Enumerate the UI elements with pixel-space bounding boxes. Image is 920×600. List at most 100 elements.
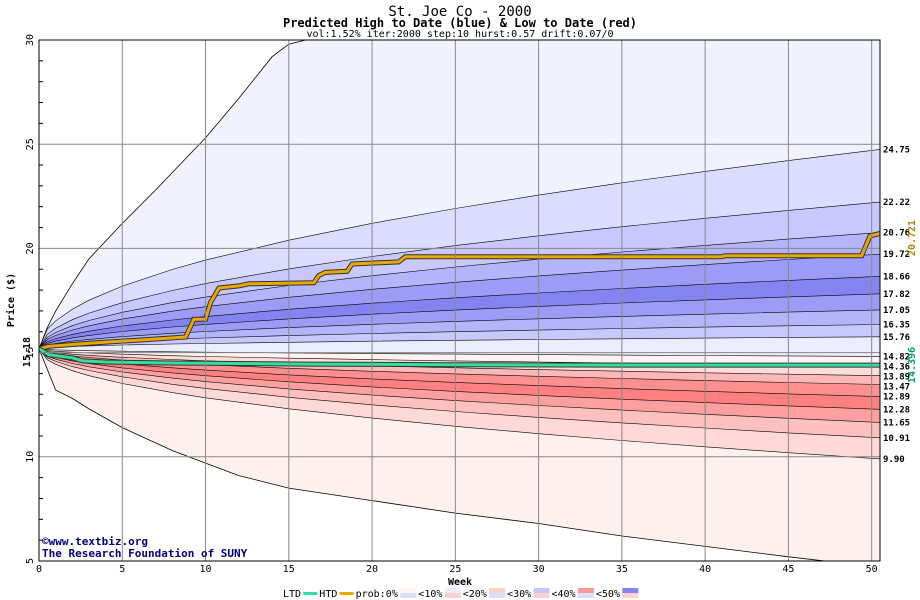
plot-area: 0 5 10 15 20 25 30 35 40 45 505101520253024.7522.2… xyxy=(25,34,910,575)
legend-prob-swatch-top xyxy=(489,588,506,593)
x-tick-label: 50 xyxy=(866,564,878,575)
legend-ltd-label: LTD xyxy=(283,589,301,600)
end-quantile-label: 14.82 xyxy=(883,352,910,362)
legend-prob-swatch-bottom xyxy=(533,593,550,598)
end-quantile-label: 17.05 xyxy=(883,306,910,316)
quantile-line-5 xyxy=(39,293,880,350)
end-quantile-label: 15.76 xyxy=(883,333,910,343)
x-tick-label: 35 xyxy=(616,564,628,575)
y-tick-label: 20 xyxy=(25,242,36,254)
end-quantile-label: 13.47 xyxy=(883,382,910,392)
band-15 xyxy=(39,348,880,423)
end-quantile-label: 18.66 xyxy=(883,272,910,282)
start-price-label: 15.18 xyxy=(22,337,33,367)
band-1 xyxy=(39,149,880,349)
band-9 xyxy=(39,336,880,357)
end-quantile-label: 12.89 xyxy=(883,393,910,403)
legend-prob-label: <30% xyxy=(507,589,531,600)
legend-prob-swatch-bottom xyxy=(622,593,639,598)
legend-prob-swatch-bottom xyxy=(400,593,417,598)
end-high-label: 20.721 xyxy=(907,220,918,256)
quantile-line-1 xyxy=(39,201,880,349)
y-axis-label: Price ($) xyxy=(5,273,17,327)
end-quantile-label: 12.28 xyxy=(883,405,910,415)
y-tick-label: 10 xyxy=(25,451,36,463)
x-tick-label: 10 xyxy=(200,564,212,575)
x-tick-label: 25 xyxy=(449,564,461,575)
quantile-line-6 xyxy=(39,309,880,350)
legend-prob-label: <50% xyxy=(596,589,620,600)
band-12 xyxy=(39,348,880,385)
band-4 xyxy=(39,254,880,349)
end-quantile-label: 14.36 xyxy=(883,362,910,372)
legend-prob-label: <10% xyxy=(418,589,442,600)
plot-frame xyxy=(38,39,881,562)
series-line-LTD xyxy=(39,347,880,367)
legend-prob-swatch-top xyxy=(577,588,594,593)
band-0 xyxy=(39,40,880,349)
band-13 xyxy=(39,348,880,397)
band-17 xyxy=(39,348,880,459)
legend-prob-swatch-bottom xyxy=(577,593,594,598)
legend-prob-label: <40% xyxy=(552,589,576,600)
end-quantile-label: 20.76 xyxy=(883,229,910,239)
band-16 xyxy=(39,348,880,438)
band-3 xyxy=(39,232,880,349)
legend-prob-swatch-top xyxy=(444,588,461,593)
quantile-line-17 xyxy=(39,348,880,460)
x-tick-label: 0 xyxy=(36,564,42,575)
chart-subtitle: Predicted High to Date (blue) & Low to D… xyxy=(283,16,637,30)
x-tick-label: 45 xyxy=(782,564,794,575)
x-tick-label: 40 xyxy=(699,564,711,575)
chart-title: St. Joe Co - 2000 xyxy=(388,4,531,20)
end-quantile-label: 13.89 xyxy=(883,372,910,382)
legend: LTD HTD prob:0% <10% <20% <30% <40% <50% xyxy=(283,588,639,600)
x-tick-label: 30 xyxy=(533,564,545,575)
legend-prob-swatch-top xyxy=(533,588,550,593)
legend-prob-label: prob:0% xyxy=(356,589,398,600)
quantile-line-3 xyxy=(39,253,880,349)
legend-htd-label: HTD xyxy=(319,589,337,600)
band-6 xyxy=(39,293,880,349)
end-quantile-label: 24.75 xyxy=(883,145,910,155)
quantile-line-4 xyxy=(39,276,880,350)
band-14 xyxy=(39,348,880,410)
y-tick-label: 30 xyxy=(25,34,36,46)
end-low-label: 14.396 xyxy=(907,347,918,383)
legend-prob-swatch-top xyxy=(400,588,417,593)
end-quantile-label: 22.22 xyxy=(883,198,910,208)
legend-prob-label: <20% xyxy=(463,589,487,600)
end-quantile-label: 9.90 xyxy=(883,455,905,465)
chart-params: vol:1.52% iter:2000 step:10 hurst:0.57 d… xyxy=(306,29,613,40)
x-tick-label: 5 xyxy=(119,564,125,575)
end-quantile-label: 19.72 xyxy=(883,250,910,260)
legend-prob-swatch-top xyxy=(622,588,639,593)
end-quantile-label: 17.82 xyxy=(883,290,910,300)
envelope-lower-line xyxy=(39,348,829,561)
end-quantile-label: 10.91 xyxy=(883,434,910,444)
band-5 xyxy=(39,276,880,349)
x-tick-label: 15 xyxy=(283,564,295,575)
quantile-line-0 xyxy=(39,149,880,349)
quantile-line-16 xyxy=(39,348,880,439)
end-quantile-label: 16.35 xyxy=(883,320,910,330)
end-quantile-label: 11.65 xyxy=(883,418,910,428)
x-axis-label: Week xyxy=(448,577,472,588)
band-7 xyxy=(39,309,880,349)
y-tick-label: 5 xyxy=(25,558,36,564)
band-18 xyxy=(39,348,880,561)
legend-prob-swatch-bottom xyxy=(489,593,506,598)
quantile-line-15 xyxy=(39,348,880,423)
legend-prob-swatch-bottom xyxy=(444,593,461,598)
watermark-line-2: The Research Foundation of SUNY xyxy=(42,547,248,560)
band-2 xyxy=(39,202,880,349)
series-line-HTD xyxy=(39,231,880,351)
y-tick-label: 25 xyxy=(25,138,36,150)
legend-htd-swatch xyxy=(339,592,354,595)
y-tick-label: 15 xyxy=(25,347,36,359)
watermark-line-1: ©www.textbiz.org xyxy=(42,535,148,548)
x-tick-label: 20 xyxy=(366,564,378,575)
watermark: ©www.textbiz.org The Research Foundation… xyxy=(42,535,248,560)
legend-ltd-swatch xyxy=(303,592,318,595)
